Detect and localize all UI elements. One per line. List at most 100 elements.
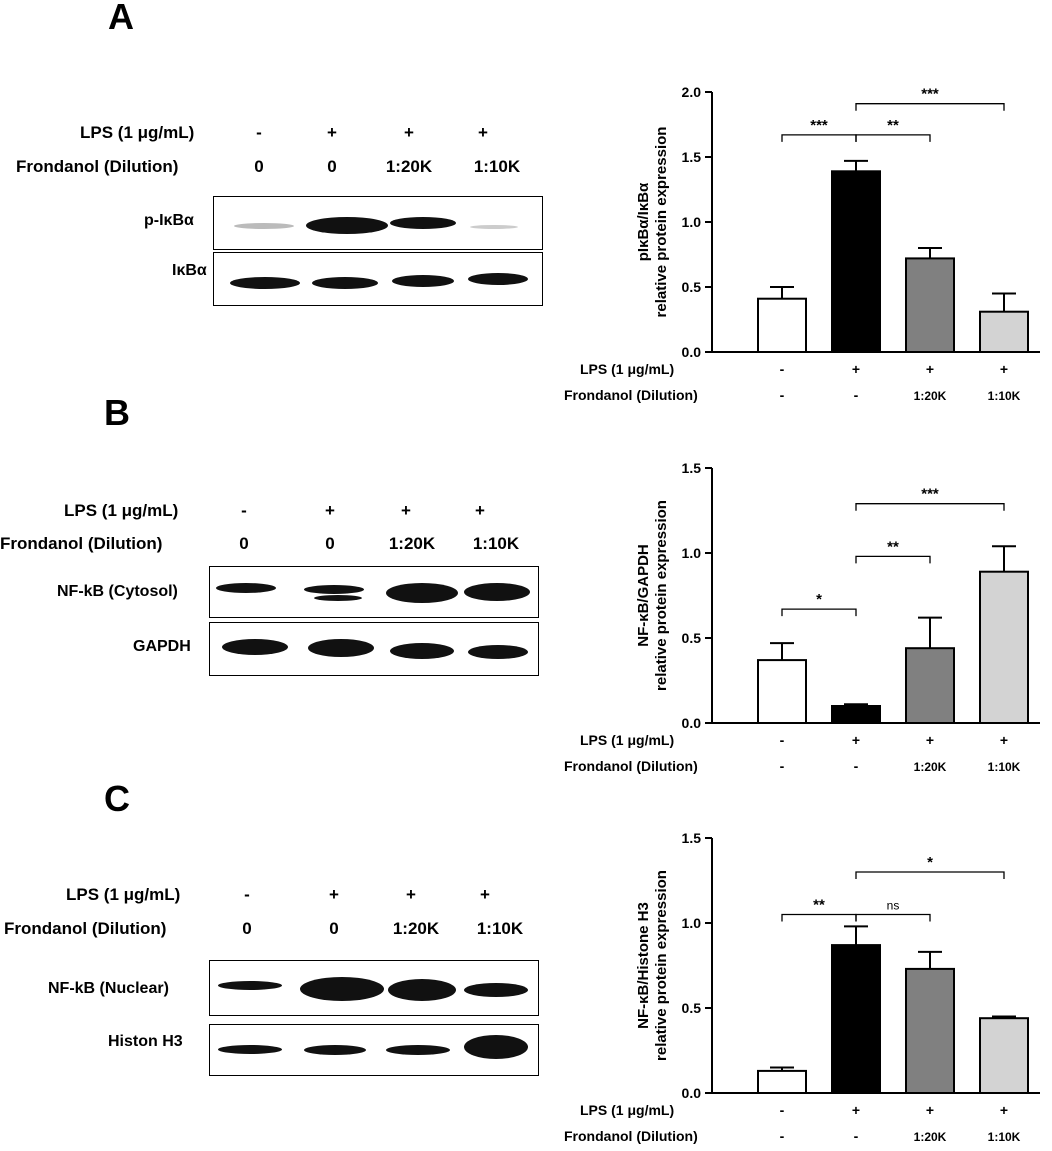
blot-a-lps-lane-2: + — [327, 123, 337, 142]
x-frondanol-value-2: - — [854, 387, 859, 403]
bar-3 — [905, 967, 955, 1094]
significance-bracket-3 — [855, 503, 1005, 511]
blot-b-strip-nfkb — [209, 566, 539, 618]
blot-b-lps-label: LPS (1 μg/mL) — [64, 501, 179, 520]
y-tick-label: 1.0 — [682, 915, 702, 931]
bar-4 — [979, 1017, 1029, 1094]
x-lps-value-1: - — [780, 732, 785, 748]
blot-c-lps-lane-2: + — [329, 885, 339, 904]
bar-2 — [831, 170, 881, 353]
blot-c-frondanol-lane-1: 0 — [242, 919, 252, 938]
blot-b-lps-lane-2: + — [325, 501, 335, 520]
bar-2 — [831, 705, 881, 724]
blot-a-row-label-1: p-IκBα — [144, 212, 194, 229]
band — [464, 983, 528, 997]
bar-1 — [757, 297, 807, 353]
blot-b-frondanol-label: Frondanol (Dilution) — [0, 534, 163, 553]
x-lps-value-1: - — [780, 361, 785, 377]
significance-bracket-1 — [781, 913, 857, 922]
x-frondanol-value-3: 1:20K — [914, 389, 947, 403]
significance-label-3: * — [927, 854, 933, 871]
panel-letter-c: C — [104, 778, 130, 819]
blot-b-strip-gapdh — [209, 622, 539, 676]
y-tick-label: 0.5 — [682, 630, 702, 646]
significance-bracket-3 — [855, 871, 1005, 879]
band — [304, 585, 364, 594]
band — [222, 639, 288, 655]
y-axis-label-line1: NF-κB/GAPDH — [635, 544, 652, 647]
x-lps-value-3: + — [926, 732, 934, 748]
bar-4 — [979, 310, 1029, 353]
x-lps-value-3: + — [926, 1102, 934, 1118]
x-row-frondanol-label: Frondanol (Dilution) — [564, 758, 698, 774]
x-lps-value-4: + — [1000, 732, 1008, 748]
y-tick-label: 0.5 — [682, 1000, 702, 1016]
x-frondanol-value-2: - — [854, 758, 859, 774]
bar-1 — [757, 659, 807, 725]
bar-chart-b: 0.0 0.5 1.0 1.5 NF-κB/GAPDH relative protein … — [564, 460, 1040, 774]
significance-bracket-1 — [781, 134, 857, 142]
bar-4 — [979, 570, 1029, 724]
blot-c-lps-lane-3: + — [406, 885, 416, 904]
blot-c-frondanol-lane-3: 1:20K — [392, 919, 440, 938]
x-frondanol-value-1: - — [780, 387, 785, 403]
blot-a-row-label-2: IκBα — [172, 262, 207, 279]
significance-label-2: ** — [887, 538, 899, 555]
band — [304, 1045, 366, 1055]
band — [314, 595, 362, 601]
band — [300, 977, 384, 1001]
blot-a-lps-lane-1: - — [256, 123, 262, 142]
blot-a-frondanol-label: Frondanol (Dilution) — [16, 157, 179, 176]
y-tick-label: 0.0 — [682, 344, 702, 360]
band — [392, 275, 454, 287]
blot-a-lps-label: LPS (1 μg/mL) — [80, 123, 195, 142]
y-axis-label-line2: relative protein expression — [653, 870, 670, 1061]
blot-a-lps-lane-3: + — [404, 123, 414, 142]
band — [390, 217, 456, 229]
blot-a-lps-lane-4: + — [478, 123, 488, 142]
significance-label-2: ** — [887, 117, 899, 134]
panel-letter-a: A — [108, 0, 134, 37]
blot-b-frondanol-lane-4: 1:10K — [472, 534, 520, 553]
x-row-frondanol-label: Frondanol (Dilution) — [564, 1128, 698, 1144]
blot-b-frondanol-lane-2: 0 — [325, 534, 335, 553]
band — [464, 583, 530, 601]
bar-2 — [831, 944, 881, 1094]
bar-chart-a: 0.0 0.5 1.0 1.5 2.0 pIκBα/IκBα relative protei… — [564, 84, 1040, 403]
bar-chart-c: 0.0 0.5 1.0 1.5 NF-κB/Histone H3 relative pro… — [564, 830, 1040, 1144]
significance-bracket-3 — [855, 103, 1005, 111]
band — [216, 583, 276, 593]
significance-bracket-2 — [855, 134, 931, 142]
band — [464, 1035, 528, 1059]
band — [386, 1045, 450, 1055]
band — [470, 225, 518, 229]
blot-a-frondanol-lane-3: 1:20K — [385, 157, 433, 176]
band — [390, 643, 454, 659]
significance-label-2: ns — [887, 899, 900, 913]
band — [218, 981, 282, 990]
significance-bracket-2 — [855, 555, 931, 564]
x-lps-value-1: - — [780, 1102, 785, 1118]
significance-label-1: * — [816, 591, 822, 608]
y-axis-label-line1: pIκBα/IκBα — [635, 182, 652, 261]
blot-b-lps-lane-4: + — [475, 501, 485, 520]
y-tick-label: 2.0 — [682, 84, 702, 100]
y-tick-label: 0.0 — [682, 715, 702, 731]
x-frondanol-value-1: - — [780, 758, 785, 774]
x-lps-value-2: + — [852, 1102, 860, 1118]
x-lps-value-4: + — [1000, 361, 1008, 377]
y-axis-label-line2: relative protein expression — [653, 500, 670, 691]
band — [234, 223, 294, 229]
y-tick-label: 1.0 — [682, 214, 702, 230]
significance-bracket-2 — [855, 913, 931, 922]
blot-c-lps-lane-1: - — [244, 885, 250, 904]
y-tick-label: 1.5 — [682, 830, 702, 846]
x-frondanol-value-4: 1:10K — [988, 760, 1021, 774]
x-frondanol-value-3: 1:20K — [914, 760, 947, 774]
x-lps-value-4: + — [1000, 1102, 1008, 1118]
blot-c-row-label-2: Histon H3 — [108, 1033, 183, 1050]
blot-b-frondanol-lane-3: 1:20K — [388, 534, 436, 553]
blot-c-row-label-1: NF-kB (Nuclear) — [48, 980, 169, 997]
band — [386, 583, 458, 603]
x-frondanol-value-2: - — [854, 1128, 859, 1144]
